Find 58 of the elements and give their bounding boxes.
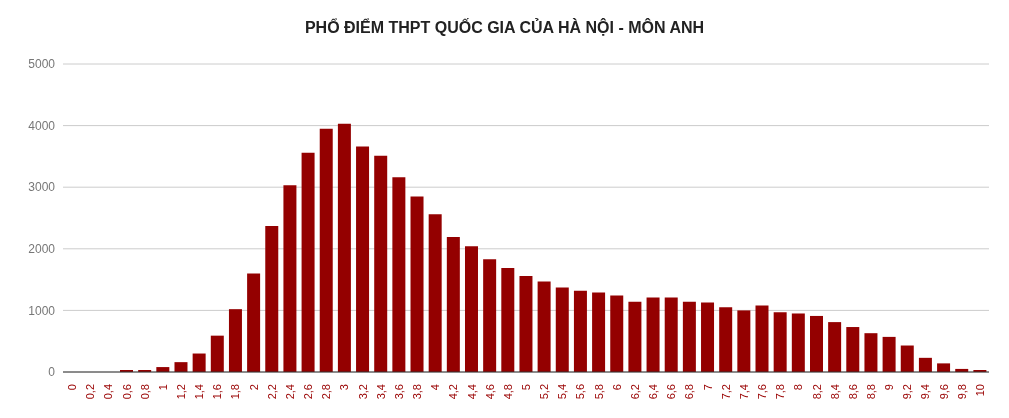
x-tick-label: 0,4 — [102, 384, 115, 400]
x-tick-label: 6,2 — [628, 384, 641, 400]
x-tick-label: 7 — [701, 384, 714, 391]
y-tick-label: 1000 — [28, 303, 56, 318]
x-tick-label: 8,6 — [846, 384, 859, 400]
x-tick-label: 8,2 — [810, 384, 823, 400]
x-tick-label: 1,8 — [229, 384, 242, 400]
x-tick-label: 7,6 — [756, 384, 769, 400]
x-tick-label: 2,4 — [283, 384, 296, 400]
x-tick-label: 9,2 — [901, 384, 914, 400]
x-tick-label: 1 — [156, 384, 169, 391]
x-tick-label: 4,8 — [501, 384, 514, 400]
y-tick-label: 3000 — [28, 180, 56, 195]
chart-title: PHỔ ĐIỂM THPT QUỐC GIA CỦA HÀ NỘI - MÔN ANH — [303, 17, 706, 38]
x-tick-label: 3,4 — [374, 384, 387, 400]
y-tick-label: 2000 — [28, 242, 56, 257]
y-tick-label: 5000 — [28, 57, 56, 72]
x-tick-label: 2 — [247, 384, 260, 391]
x-tick-label: 3,8 — [411, 384, 424, 400]
x-tick-label: 7,2 — [719, 384, 732, 400]
x-tick-label: 5 — [520, 384, 532, 391]
x-tick-label: 5,8 — [592, 384, 605, 400]
x-tick-label: 8,8 — [864, 384, 877, 400]
x-tick-label: 8 — [792, 384, 805, 391]
x-tick-label: 6,8 — [683, 384, 696, 400]
x-tick-label: 0,2 — [84, 384, 97, 400]
y-tick-label: 4000 — [28, 118, 56, 133]
x-tick-label: 5,2 — [538, 384, 551, 400]
x-tick-label: 0,6 — [120, 384, 133, 400]
x-tick-label: 7,4 — [737, 384, 750, 400]
x-tick-label: 0,8 — [138, 384, 151, 400]
x-tick-label: 8,4 — [828, 384, 841, 400]
x-tick-label: 5,4 — [556, 384, 569, 400]
y-tick-label: 0 — [48, 365, 56, 380]
x-tick-label: 4,6 — [483, 384, 496, 400]
x-tick-label: 2,2 — [265, 384, 278, 400]
x-tick-label: 9,4 — [919, 384, 932, 400]
x-tick-label: 9,8 — [955, 384, 968, 400]
x-tick-label: 3,2 — [356, 384, 369, 400]
x-tick-label: 7,8 — [774, 384, 787, 400]
x-tick-label: 2,6 — [302, 384, 315, 400]
x-tick-label: 9 — [883, 384, 896, 391]
x-tick-label: 4,2 — [447, 384, 460, 400]
x-tick-label: 1,2 — [175, 384, 188, 400]
x-tick-label: 3,6 — [392, 384, 405, 400]
x-tick-label: 2,8 — [320, 384, 333, 400]
x-tick-label: 0 — [66, 384, 79, 391]
x-tick-label: 5,6 — [574, 384, 587, 400]
x-tick-label: 1,6 — [211, 384, 224, 400]
x-tick-label: 10 — [973, 384, 986, 397]
x-tick-label: 1,4 — [193, 384, 206, 400]
x-tick-label: 9,6 — [937, 384, 950, 400]
x-tick-label: 6,4 — [647, 384, 660, 400]
x-tick-label: 6,6 — [665, 384, 678, 400]
x-tick-label: 6 — [610, 384, 623, 391]
x-tick-label: 4,4 — [465, 384, 478, 400]
x-tick-label: 3 — [338, 384, 351, 391]
x-tick-label: 4 — [429, 384, 442, 391]
